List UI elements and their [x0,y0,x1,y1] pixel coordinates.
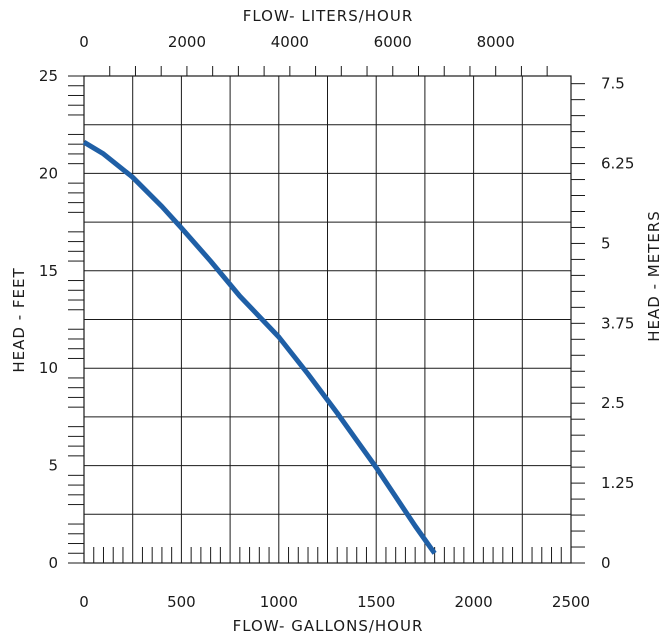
x-axis-title: FLOW- GALLONS/HOUR [233,617,424,635]
y2-tick-label: 6.25 [601,155,634,173]
x2-axis-title: FLOW- LITERS/HOUR [243,7,414,25]
head-flow-curve [82,140,437,555]
minor-ticks [68,66,585,564]
tick-labels: 0 500 1000 1500 2000 2500 0 2000 4000 6000 8000 0 5 1… [39,33,635,611]
y2-axis-title: HEAD - METERS [645,210,663,342]
x2-tick-label: 0 [79,33,89,51]
x-tick-label: 2500 [552,593,590,611]
y-tick-label: 10 [39,359,58,377]
y2-tick-label: 5 [601,234,611,252]
x2-tick-label: 4000 [271,33,309,51]
x-tick-label: 500 [167,593,196,611]
y2-tick-label: 1.25 [601,474,634,492]
x-tick-label: 1500 [357,593,395,611]
plot-frame [83,75,572,564]
x2-tick-label: 2000 [168,33,206,51]
x-tick-label: 2000 [455,593,493,611]
y2-tick-label: 3.75 [601,314,634,332]
y-tick-label: 20 [39,164,58,182]
y2-tick-label: 2.5 [601,394,625,412]
y-axis-title: HEAD - FEET [10,267,28,372]
y2-tick-label: 0 [601,554,611,572]
grid-lines [84,76,571,563]
x2-tick-label: 8000 [477,33,515,51]
y2-tick-label: 7.5 [601,75,625,93]
y-tick-label: 15 [39,262,58,280]
x2-tick-label: 6000 [374,33,412,51]
x-tick-label: 1000 [260,593,298,611]
x-tick-label: 0 [79,593,89,611]
y-tick-label: 0 [48,554,58,572]
y-tick-label: 5 [48,457,58,475]
y-tick-label: 25 [39,67,58,85]
